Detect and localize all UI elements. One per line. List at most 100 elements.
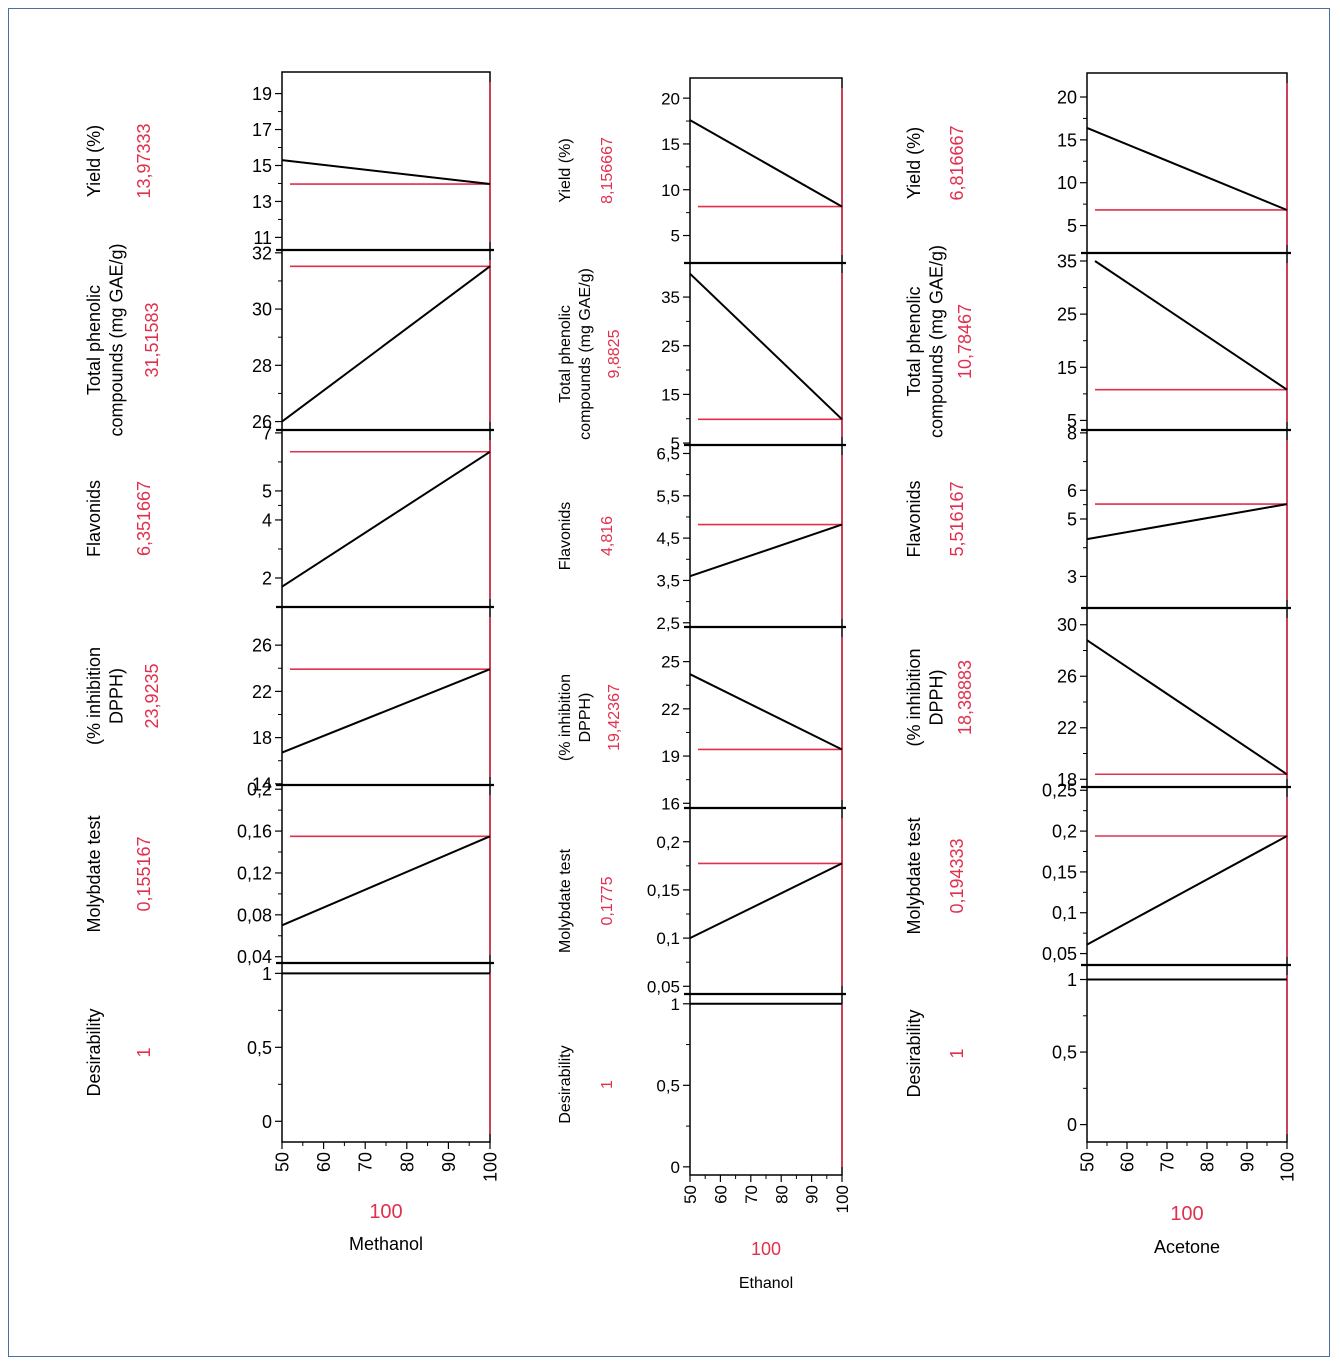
ethanol-y-tick-label: 4,5	[656, 529, 680, 548]
ethanol-y-tick-label: 25	[661, 653, 680, 672]
ethanol-y-axis-value: 0,1775	[599, 876, 616, 925]
methanol-y-tick-label: 26	[252, 412, 272, 432]
methanol-x-tick-label: 100	[480, 1152, 500, 1182]
acetone-y-axis-label-group: (% inhibition DPPH) 18,38883	[904, 648, 975, 746]
methanol-y-axis-label-group: Yield (%) 13,97333	[84, 123, 154, 198]
methanol-response-curve	[281, 835, 491, 927]
methanol-y-tick-label: 32	[252, 243, 272, 263]
ethanol-y-axis-label: DPPH)	[577, 693, 594, 743]
ethanol-y-axis-value: 8,156667	[599, 137, 616, 204]
acetone-y-axis-label-group: Total phenolic compounds (mg GAE/g) 10,784…	[904, 245, 975, 438]
acetone-y-tick-label: 22	[1057, 718, 1077, 738]
acetone-y-tick-label: 15	[1057, 130, 1077, 150]
acetone-y-axis-label: Desirability	[904, 1009, 924, 1097]
methanol-y-tick-label: 0,04	[237, 947, 272, 967]
ethanol-y-axis-value: 4,816	[599, 516, 616, 556]
acetone-y-axis-label-group: Molybdate test 0,194333	[904, 817, 967, 934]
ethanol-y-tick-label: 3,5	[656, 572, 680, 591]
ethanol-response-curve	[689, 673, 843, 751]
methanol-x-tick-label: 70	[356, 1152, 376, 1172]
ethanol-y-axis-label-group: Desirability 1	[557, 1045, 616, 1123]
acetone-y-axis-label: Molybdate test	[904, 817, 924, 934]
methanol-y-tick-label: 30	[252, 300, 272, 320]
methanol-x-tick-label: 80	[397, 1152, 417, 1172]
ethanol-y-tick-label: 16	[661, 794, 680, 813]
acetone-x-axis-title: Acetone	[1154, 1237, 1220, 1257]
acetone-y-tick-label: 25	[1057, 305, 1077, 325]
acetone-response-curve	[1094, 260, 1288, 391]
methanol-y-tick-label: 18	[252, 728, 272, 748]
figure-frame	[8, 8, 1330, 1357]
methanol-y-tick-label: 15	[252, 156, 272, 176]
acetone-y-tick-label: 10	[1057, 173, 1077, 193]
methanol-x-axis-title: Methanol	[349, 1234, 423, 1254]
acetone-x-tick-label: 100	[1277, 1152, 1297, 1182]
ethanol-x-tick-label: 80	[772, 1185, 791, 1204]
methanol-response-curve	[281, 265, 491, 423]
acetone-y-axis-label: (% inhibition	[904, 648, 924, 746]
ethanol-y-axis-label: Molybdate test	[557, 848, 574, 953]
ethanol-y-axis-value: 19,42367	[606, 684, 623, 751]
acetone-x-current-value: 100	[1170, 1203, 1203, 1225]
ethanol-response-curve	[689, 862, 843, 939]
ethanol-x-tick-label: 60	[712, 1185, 731, 1204]
ethanol-y-tick-label: 5	[671, 434, 680, 453]
ethanol-y-tick-label: 35	[661, 288, 680, 307]
methanol-y-tick-label: 0,08	[237, 905, 272, 925]
methanol-y-tick-label: 0	[262, 1112, 272, 1132]
methanol-y-axis-label: compounds (mg GAE/g)	[107, 243, 127, 436]
methanol-y-axis-label-group: Flavonids 6,351667	[84, 480, 154, 557]
methanol-y-tick-label: 2	[262, 568, 272, 588]
acetone-y-tick-label: 0,2	[1052, 822, 1077, 842]
ethanol-y-axis-label-group: Yield (%) 8,156667	[557, 137, 616, 204]
acetone-x-tick-label: 70	[1157, 1152, 1177, 1172]
acetone-y-axis-label: Total phenolic	[904, 286, 924, 396]
acetone-x-tick-label: 60	[1117, 1152, 1137, 1172]
acetone-y-tick-label: 5	[1067, 216, 1077, 236]
acetone-y-tick-label: 0,05	[1042, 944, 1077, 964]
acetone-y-axis-value: 10,78467	[955, 304, 975, 379]
methanol-y-axis-value: 23,9235	[142, 663, 162, 728]
acetone-y-axis-value: 6,816667	[947, 125, 967, 200]
acetone-y-tick-label: 0	[1067, 1115, 1077, 1135]
methanol-y-axis-label-group: Desirability 1	[84, 1008, 154, 1096]
methanol-y-axis-label: (% inhibition	[84, 647, 104, 745]
ethanol-y-axis-label: Flavonids	[557, 502, 574, 570]
methanol-y-tick-label: 0,2	[247, 780, 272, 800]
ethanol-x-tick-label: 100	[833, 1185, 852, 1213]
ethanol-response-curve	[689, 119, 843, 208]
ethanol-y-tick-label: 0,05	[647, 977, 680, 996]
acetone-y-tick-label: 0,5	[1052, 1043, 1077, 1063]
methanol-y-tick-label: 28	[252, 356, 272, 376]
ethanol-y-tick-label: 15	[661, 135, 680, 154]
methanol-y-tick-label: 11	[253, 228, 272, 248]
ethanol-y-axis-value: 9,8825	[606, 329, 623, 378]
ethanol-y-tick-label: 20	[661, 89, 680, 108]
methanol-y-tick-label: 0,16	[237, 822, 272, 842]
ethanol-y-tick-label: 15	[661, 386, 680, 405]
methanol-y-axis-value: 1	[134, 1047, 154, 1057]
methanol-y-axis-label: Flavonids	[84, 480, 104, 557]
methanol-y-axis-value: 6,351667	[134, 481, 154, 556]
acetone-response-curve	[1086, 835, 1288, 946]
acetone-y-tick-label: 30	[1057, 615, 1077, 635]
acetone-y-tick-label: 0,25	[1042, 781, 1077, 801]
acetone-y-axis-value: 0,194333	[947, 838, 967, 913]
acetone-y-axis-label: Flavonids	[904, 480, 924, 557]
methanol-y-axis-label: Total phenolic	[84, 285, 104, 395]
ethanol-response-curve	[689, 272, 843, 421]
methanol-y-tick-label: 5	[262, 481, 272, 501]
ethanol-y-axis-label: Total phenolic	[557, 305, 574, 403]
methanol-response-curve	[281, 450, 491, 588]
acetone-y-tick-label: 5	[1067, 509, 1077, 529]
acetone-y-tick-label: 5	[1067, 411, 1077, 431]
methanol-y-tick-label: 19	[252, 84, 272, 104]
acetone-y-tick-label: 8	[1067, 423, 1077, 443]
ethanol-y-axis-label-group: Total phenolic compounds (mg GAE/g) 9,8825	[557, 268, 623, 440]
acetone-y-axis-label-group: Flavonids 5,516167	[904, 480, 967, 557]
ethanol-y-axis-label: compounds (mg GAE/g)	[577, 268, 594, 440]
methanol-y-tick-label: 0,12	[237, 863, 272, 883]
ethanol-y-tick-label: 0,15	[647, 881, 680, 900]
ethanol-x-tick-label: 90	[803, 1185, 822, 1204]
